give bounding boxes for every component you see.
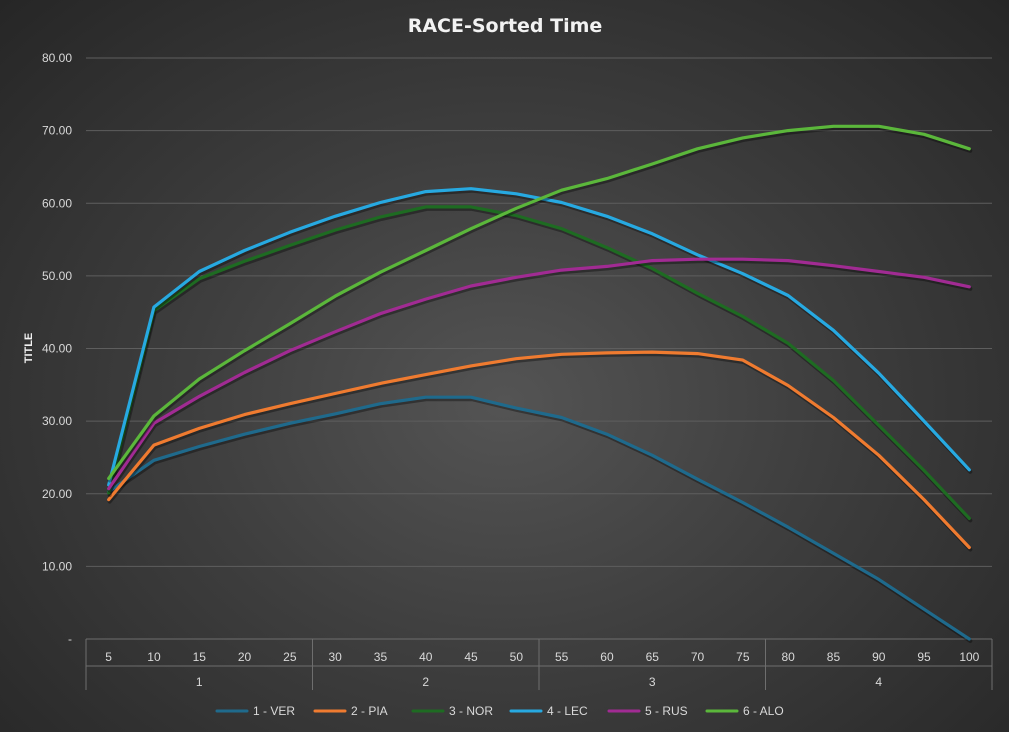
legend: 1 - VER 2 - PIA 3 - NOR 4 - LEC 5 - RUS 6 - A… (215, 704, 784, 718)
y-tick-label: 60.00 (42, 196, 72, 210)
x-group-label: 3 (649, 675, 656, 689)
y-axis-ticks: - 10.00 20.00 30.00 40.00 50.00 60.00 70.00 80.0… (42, 51, 72, 646)
x-tick-label: 35 (374, 650, 388, 664)
x-tick-label: 60 (600, 650, 614, 664)
series-line-1-ver (107, 395, 971, 641)
series-shadow (107, 126, 973, 483)
x-tick-label: 40 (419, 650, 433, 664)
y-tick-label: 50.00 (42, 269, 72, 283)
y-tick-label: 10.00 (42, 559, 72, 573)
x-tick-label: 5 (105, 650, 112, 664)
legend-label: 6 - ALO (743, 704, 784, 718)
x-tick-label: 55 (555, 650, 569, 664)
x-tick-label: 10 (147, 650, 161, 664)
legend-label: 5 - RUS (645, 704, 688, 718)
y-axis-label: TITLE (23, 333, 35, 364)
legend-label: 2 - PIA (351, 704, 388, 718)
x-tick-label: 90 (872, 650, 886, 664)
legend-label: 4 - LEC (547, 704, 588, 718)
x-tick-label: 25 (283, 650, 297, 664)
y-tick-label: 80.00 (42, 51, 72, 65)
series-shadow (107, 259, 973, 493)
x-tick-label: 80 (781, 650, 795, 664)
legend-label: 3 - NOR (449, 704, 493, 718)
x-group-label: 1 (196, 675, 203, 689)
x-tick-label: 95 (917, 650, 931, 664)
y-tick-label: - (68, 632, 72, 646)
x-tick-label: 20 (238, 650, 252, 664)
y-tick-label: 40.00 (42, 342, 72, 356)
x-tick-label: 65 (646, 650, 660, 664)
x-tick-label: 30 (328, 650, 342, 664)
gridlines (86, 57, 992, 567)
x-tick-label: 85 (827, 650, 841, 664)
x-tick-label: 50 (510, 650, 524, 664)
x-tick-label: 15 (193, 650, 207, 664)
x-tick-label: 75 (736, 650, 750, 664)
x-tick-label: 45 (464, 650, 478, 664)
series-line-5-rus (107, 257, 971, 491)
series-lines (107, 124, 973, 643)
x-tick-label: 70 (691, 650, 705, 664)
series-line-2-pia (107, 350, 971, 550)
legend-label: 1 - VER (253, 704, 295, 718)
series-line-4-lec (107, 187, 971, 487)
series-line-3-nor (107, 205, 971, 521)
y-tick-label: 70.00 (42, 124, 72, 138)
y-tick-label: 20.00 (42, 487, 72, 501)
series-shadow (107, 352, 973, 552)
y-tick-label: 30.00 (42, 414, 72, 428)
series-line-6-alo (107, 124, 971, 481)
x-tick-label: 100 (959, 650, 979, 664)
x-group-label: 2 (422, 675, 429, 689)
chart-title: RACE-Sorted Time (408, 15, 603, 37)
x-axis: 5 10 15 20 25 30 35 40 45 50 55 60 65 70 75 80 85 90 95 100… (85, 638, 993, 690)
x-group-label: 4 (875, 675, 882, 689)
